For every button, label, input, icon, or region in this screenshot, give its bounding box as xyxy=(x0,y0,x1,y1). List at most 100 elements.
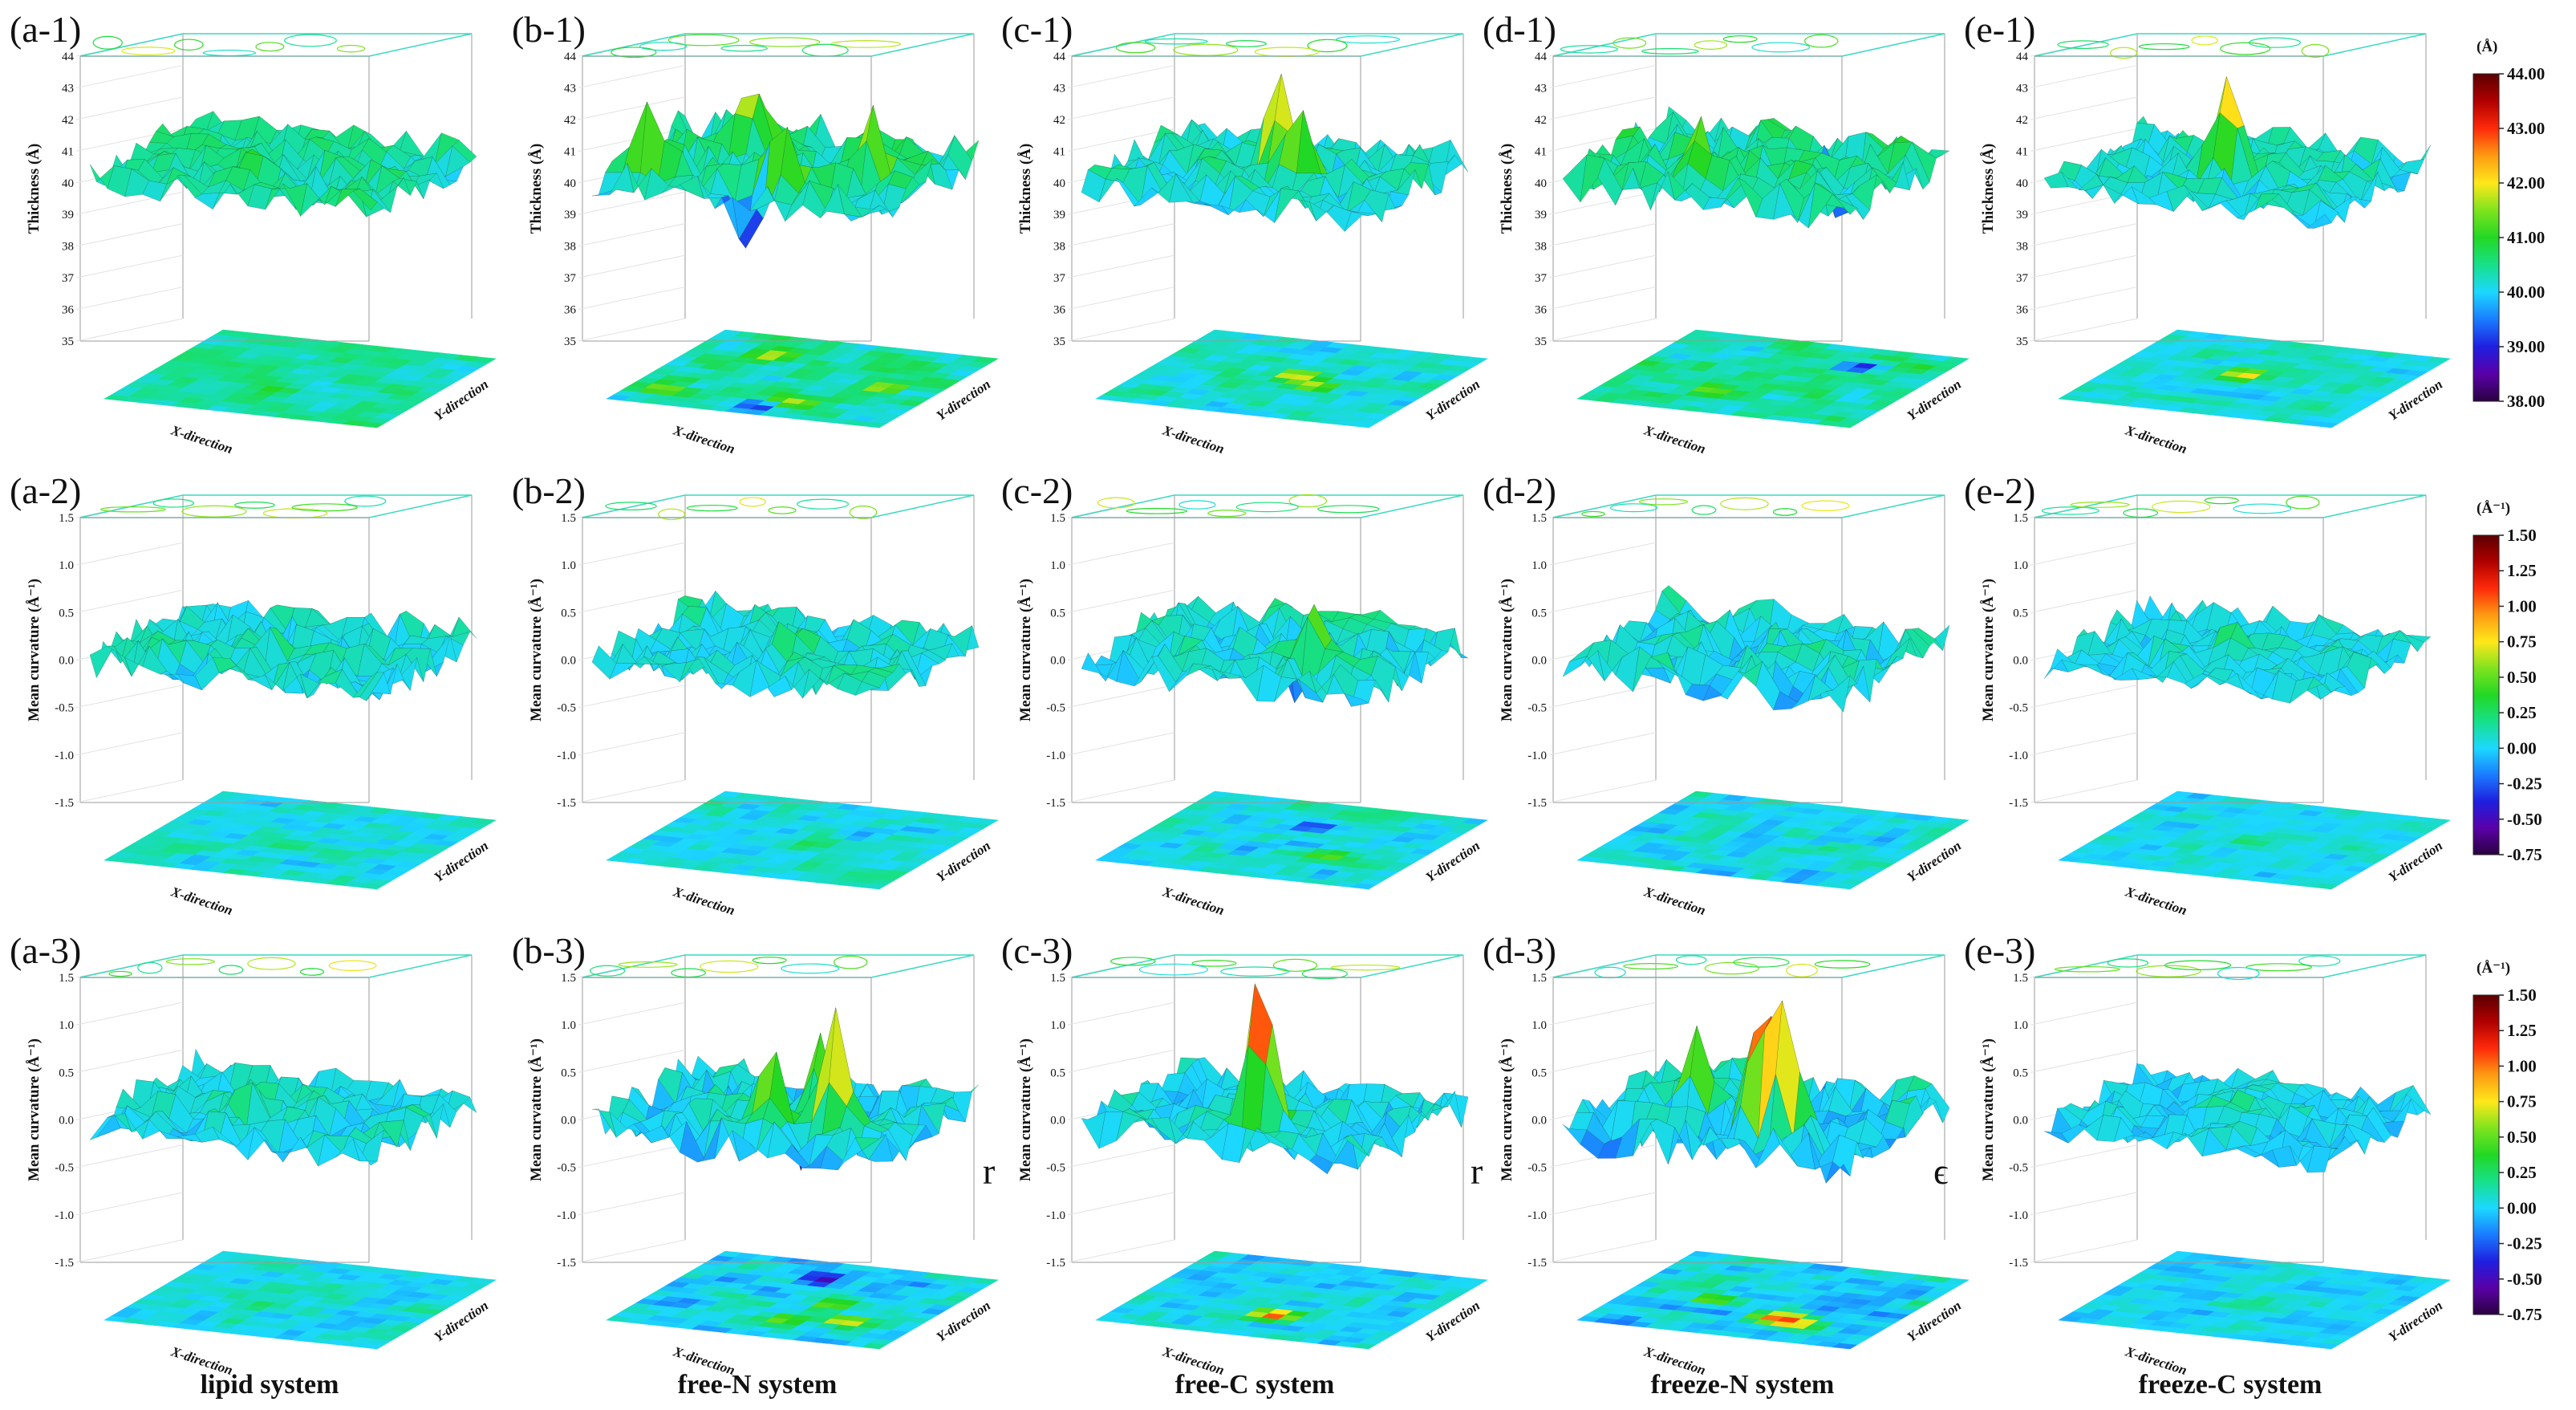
z-tick-label: -1.5 xyxy=(1046,797,1065,810)
x-direction-label: X-direction xyxy=(1641,884,1707,918)
z-tick-label: 40 xyxy=(1535,177,1547,190)
contour-line xyxy=(202,49,257,57)
z-tick-label: 39 xyxy=(2016,209,2028,221)
floor-heatmap xyxy=(606,329,999,429)
colorbar-unit: (Å) xyxy=(2477,39,2497,55)
contour-line xyxy=(234,502,275,509)
z-tick-label: 40 xyxy=(62,177,74,190)
z-tick-label: 36 xyxy=(1535,304,1548,317)
z-tick-label: 1.5 xyxy=(1531,512,1547,525)
z-tick-label: 42 xyxy=(1053,114,1065,127)
z-tick-label: 1.0 xyxy=(1531,559,1547,572)
contour-line xyxy=(739,497,766,507)
z-tick-label: 42 xyxy=(2016,114,2028,127)
contour-line xyxy=(99,506,166,513)
z-tick-label: 38 xyxy=(564,241,576,254)
x-direction-label: X-direction xyxy=(671,422,736,457)
contour-line xyxy=(2191,35,2218,46)
surface-mesh xyxy=(1562,585,1950,713)
contour-line xyxy=(152,498,195,508)
z-tick-label: 38 xyxy=(62,241,74,254)
z-tick-label: 40 xyxy=(2016,177,2028,190)
contour-line xyxy=(1720,497,1769,510)
contour-line xyxy=(1097,497,1135,509)
z-tick-label: 43 xyxy=(2016,82,2028,95)
z-tick-label: -1.0 xyxy=(55,750,74,762)
z-tick-label: 38 xyxy=(1535,241,1547,254)
z-axis-title: Thickness (Å) xyxy=(1499,144,1515,234)
z-tick-label: 44 xyxy=(2016,51,2029,63)
z-tick-label: 0.0 xyxy=(1531,655,1547,668)
contour-line xyxy=(1801,500,1850,511)
surface-mesh xyxy=(89,111,477,217)
x-direction-label: X-direction xyxy=(1641,422,1707,457)
contour-line xyxy=(849,505,878,519)
surface-mesh xyxy=(591,93,980,249)
contour-line xyxy=(2249,37,2301,48)
z-tick-label: 0.0 xyxy=(1050,655,1065,668)
contour-line xyxy=(1638,498,1688,506)
z-tick-label: 37 xyxy=(62,272,75,285)
surface-facet xyxy=(89,645,115,679)
z-tick-label: 43 xyxy=(1535,82,1547,95)
z-tick-label: 37 xyxy=(1535,272,1548,285)
z-tick-label: 39 xyxy=(62,209,74,221)
z-tick-label: 0.0 xyxy=(561,655,576,668)
colorbar-tick-label: 40.00 xyxy=(2507,282,2545,302)
z-tick-label: 1.0 xyxy=(2013,559,2028,572)
z-tick-label: 1.0 xyxy=(561,559,576,572)
z-tick-label: 37 xyxy=(564,272,577,285)
contour-line xyxy=(2220,42,2271,55)
x-direction-label: X-direction xyxy=(671,884,736,918)
z-tick-label: -1.5 xyxy=(2009,797,2028,810)
z-tick-label: -1.5 xyxy=(557,797,576,810)
contour-line xyxy=(2057,40,2109,50)
z-tick-label: 0.5 xyxy=(59,607,74,620)
z-tick-label: 37 xyxy=(1053,272,1066,285)
contour-line xyxy=(797,498,849,510)
z-tick-label: 1.5 xyxy=(2013,512,2028,525)
z-tick-label: 44 xyxy=(1535,51,1548,63)
contour-line xyxy=(639,42,688,51)
contour-line xyxy=(1226,40,1267,47)
z-tick-label: -0.5 xyxy=(1527,702,1547,715)
surface-facet xyxy=(445,145,471,177)
contour-line xyxy=(1804,34,1839,48)
z-tick-label: 0.0 xyxy=(2013,655,2028,668)
z-tick-label: 39 xyxy=(1535,209,1547,221)
contour-line xyxy=(1144,38,1208,45)
z-tick-label: 42 xyxy=(564,114,576,127)
z-tick-label: 36 xyxy=(564,304,577,317)
z-tick-label: 41 xyxy=(1535,145,1547,158)
z-tick-label: 44 xyxy=(564,51,577,63)
panel-label: (b-1) xyxy=(512,9,586,50)
z-tick-label: -1.5 xyxy=(1527,797,1547,810)
z-tick-label: 36 xyxy=(2016,304,2029,317)
contour-line xyxy=(720,44,768,52)
z-tick-label: 0.5 xyxy=(2013,607,2028,620)
panel-label: (d-2) xyxy=(1483,470,1556,511)
z-tick-label: 35 xyxy=(62,335,74,348)
z-tick-label: 0.0 xyxy=(59,655,74,668)
contour-line xyxy=(1115,42,1156,54)
contour-line xyxy=(1126,507,1188,514)
z-tick-label: 1.0 xyxy=(59,559,74,572)
contour-line xyxy=(121,47,176,55)
contour-line xyxy=(1207,510,1247,518)
z-tick-label: 38 xyxy=(2016,241,2028,254)
z-tick-label: 37 xyxy=(2016,272,2029,285)
z-tick-label: 42 xyxy=(1535,114,1547,127)
contour-line xyxy=(255,42,285,52)
z-tick-label: 39 xyxy=(1053,209,1065,221)
z-tick-label: -0.5 xyxy=(557,702,576,715)
z-axis-title: Mean curvature (Å⁻¹) xyxy=(26,579,43,721)
heatmap-cell xyxy=(470,356,497,364)
contour-line xyxy=(1317,505,1380,514)
contour-line xyxy=(801,43,849,57)
z-tick-label: 0.5 xyxy=(1050,607,1065,620)
